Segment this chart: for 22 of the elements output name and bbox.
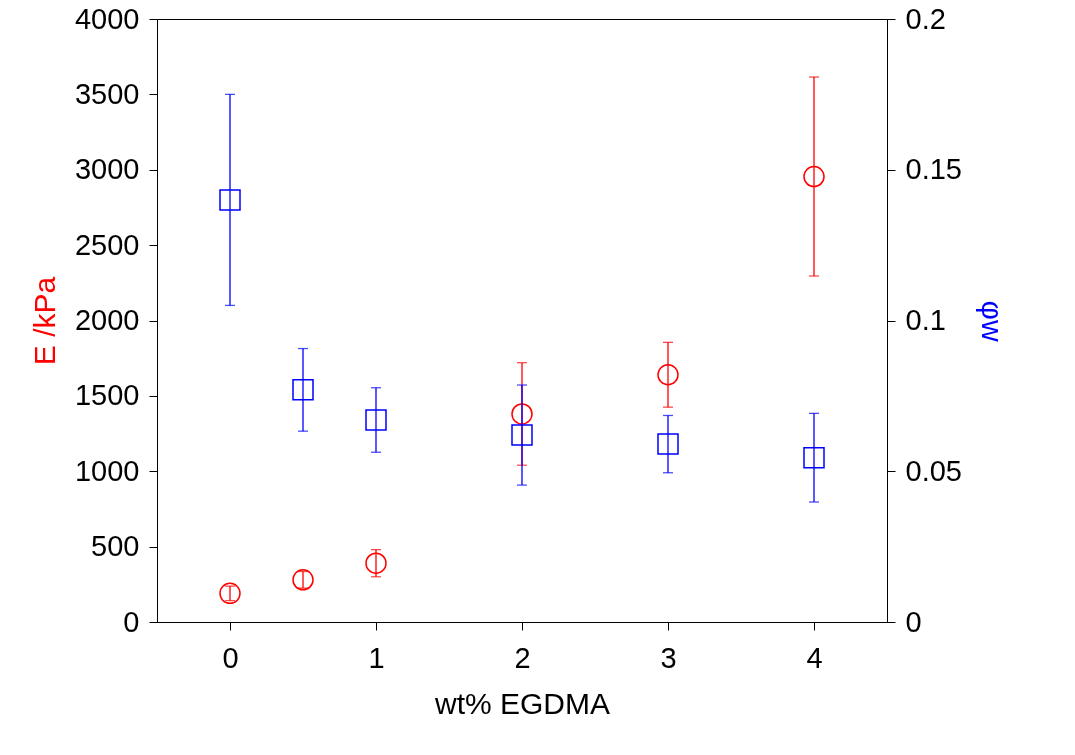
y-tick-label: 3000: [74, 153, 140, 186]
y-tick-label: 3500: [74, 77, 140, 110]
y2-tick-label: 0.1: [905, 304, 946, 336]
x-tick-label: 1: [368, 641, 385, 674]
y-tick-label: 2000: [74, 304, 140, 336]
y-axis-title: E /kPa: [27, 276, 61, 366]
y2-tick-label: 0.2: [905, 2, 946, 35]
y2-tick-label: 0.05: [905, 454, 962, 487]
y2-tick-label: 0: [905, 605, 922, 638]
y-tick-label: 0: [123, 605, 140, 638]
y2-tick-label: 0.15: [905, 153, 962, 186]
y-tick-label: 1500: [74, 379, 140, 412]
y-tick-label: 1000: [74, 454, 140, 487]
x-tick-label: 2: [514, 641, 531, 674]
x-axis-title: wt% EGDMA: [433, 686, 611, 720]
y-tick-label: 500: [91, 530, 140, 563]
y2-axis-title: φw: [975, 300, 1009, 342]
x-tick-label: 4: [806, 641, 823, 674]
y-tick-label: 2500: [74, 228, 140, 261]
y-tick-label: 4000: [74, 2, 140, 35]
x-tick-label: 3: [660, 641, 677, 674]
x-tick-label: 0: [222, 641, 239, 674]
